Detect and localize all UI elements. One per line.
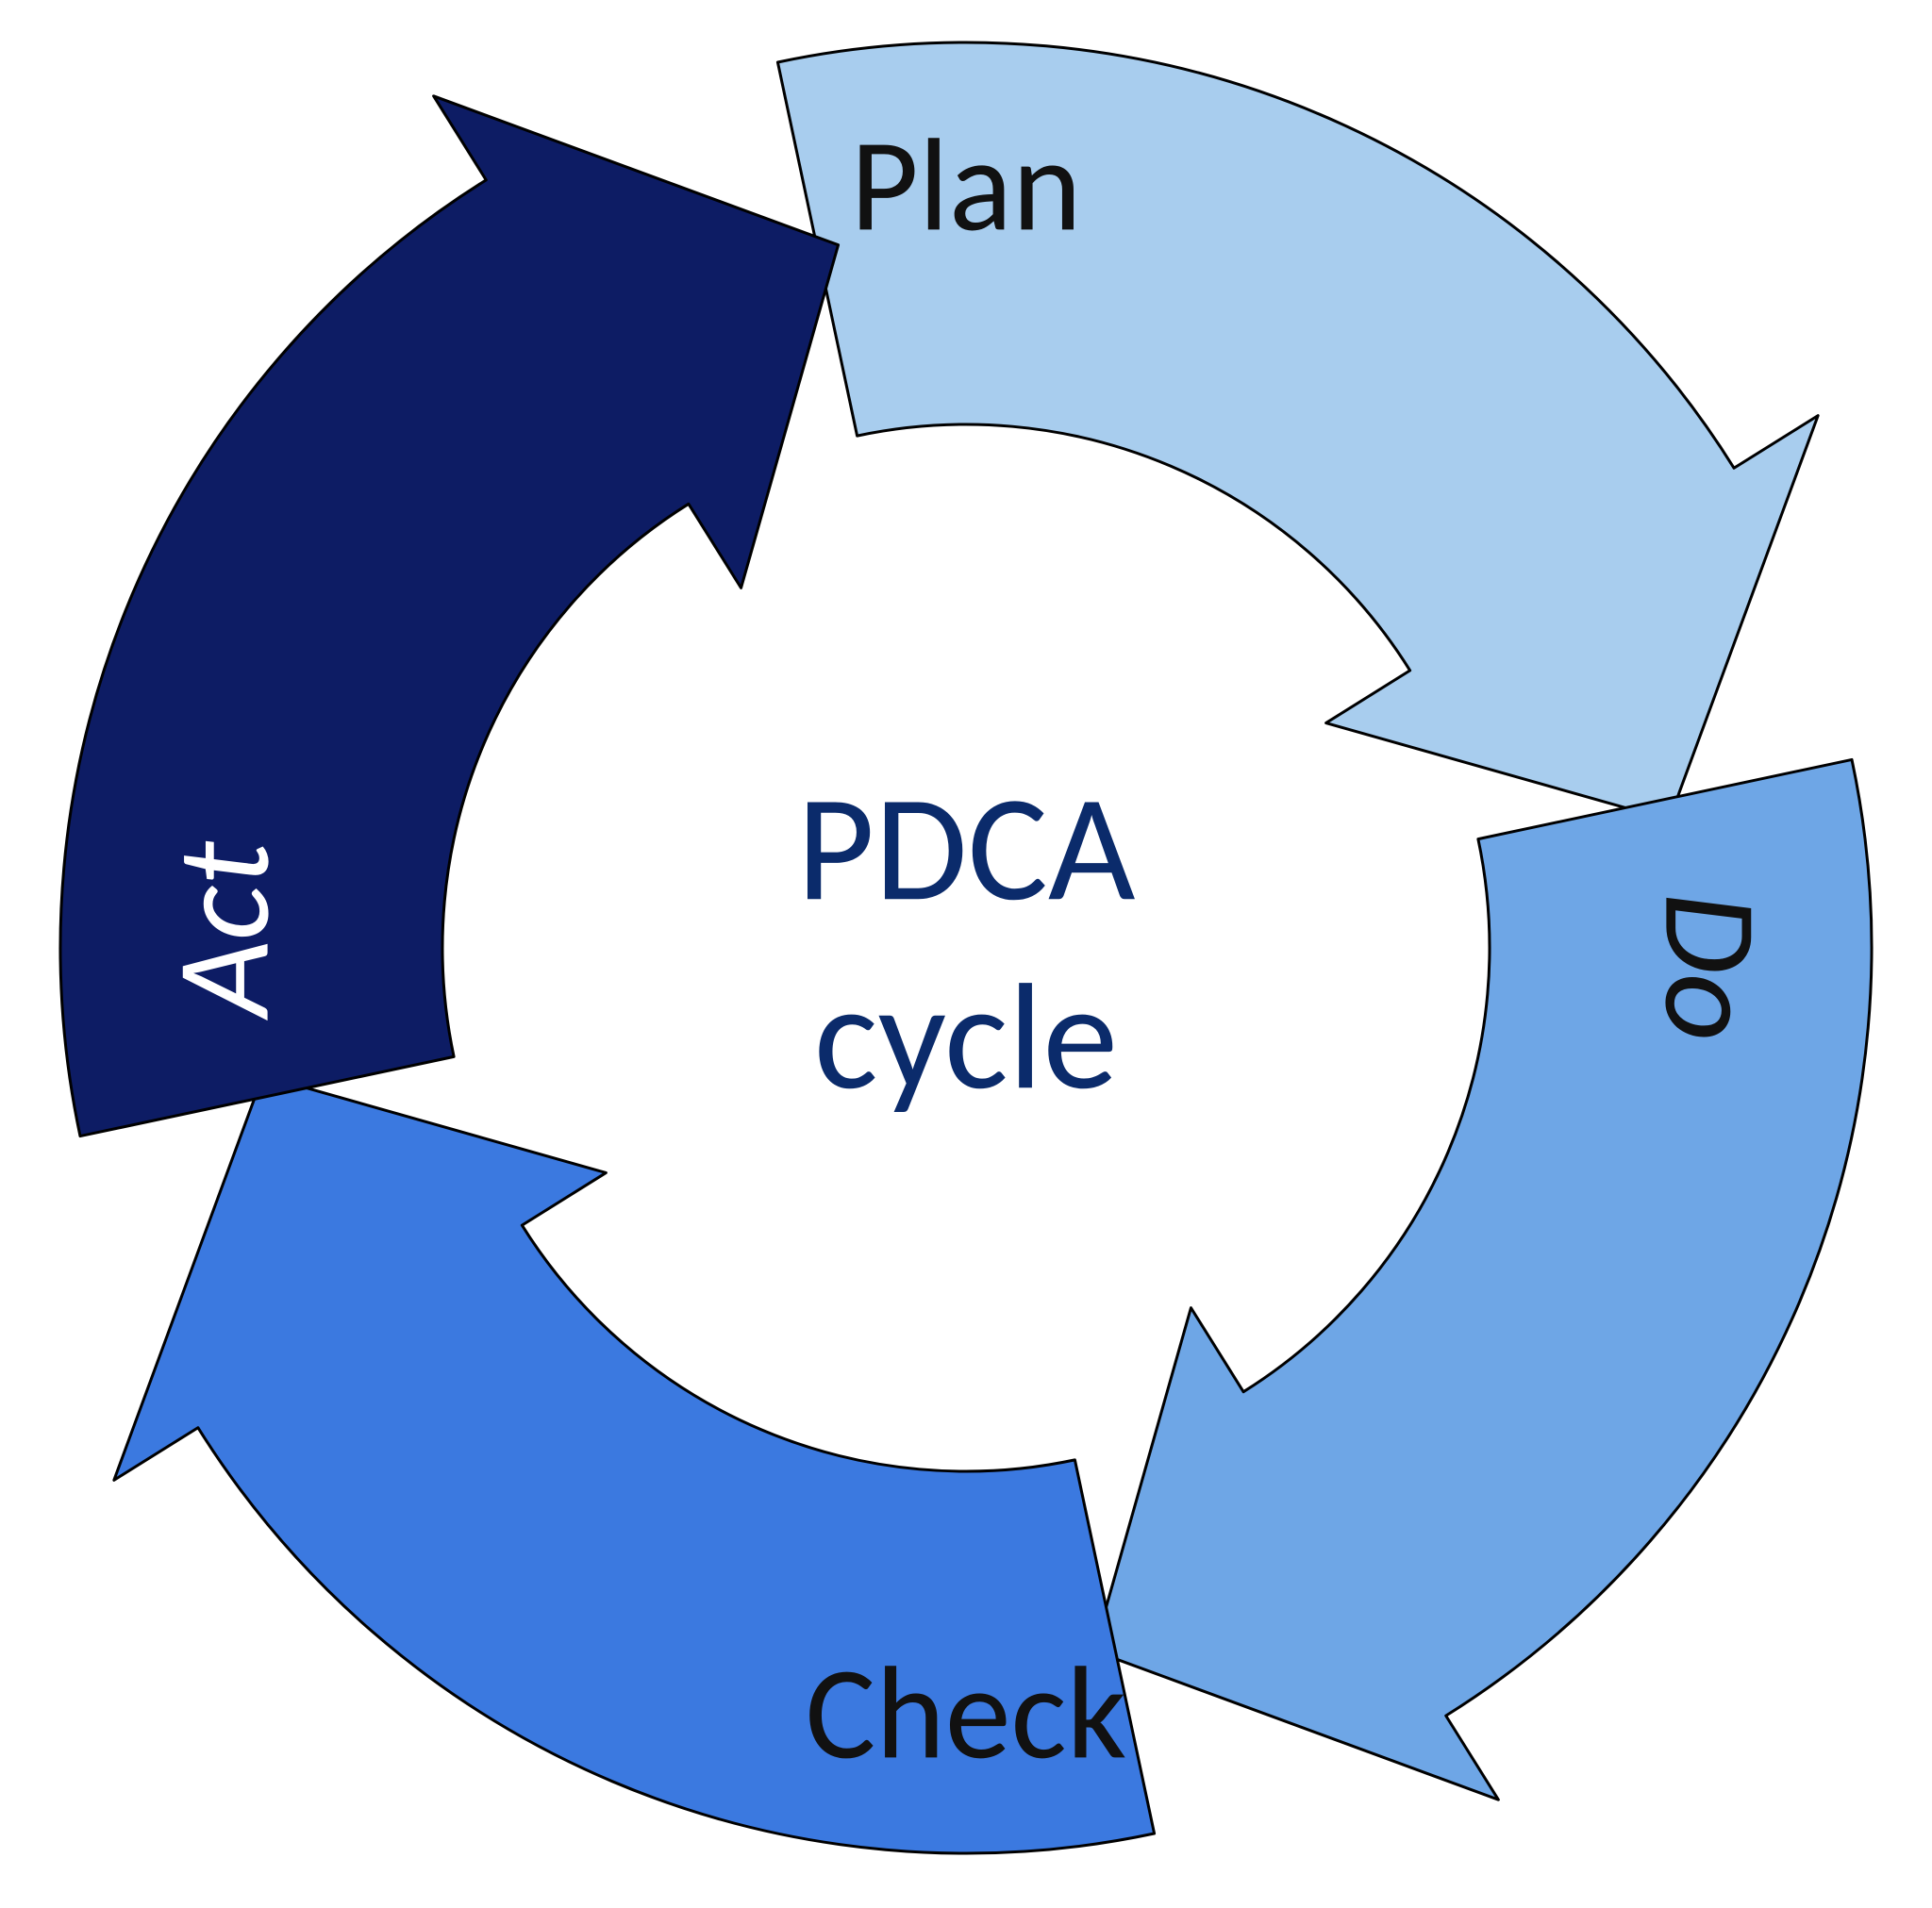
label-plan: Plan — [850, 104, 1081, 265]
label-act: Act — [142, 840, 304, 1021]
center-title-line2: cycle — [814, 944, 1118, 1128]
center-title-group: PDCA cycle — [797, 755, 1136, 1128]
label-do: Do — [1630, 892, 1791, 1041]
label-check: Check — [806, 1632, 1127, 1793]
center-title-line1: PDCA — [797, 755, 1136, 939]
pdca-cycle-diagram: Plan Do Check Act PDCA cycle — [0, 0, 1932, 1908]
